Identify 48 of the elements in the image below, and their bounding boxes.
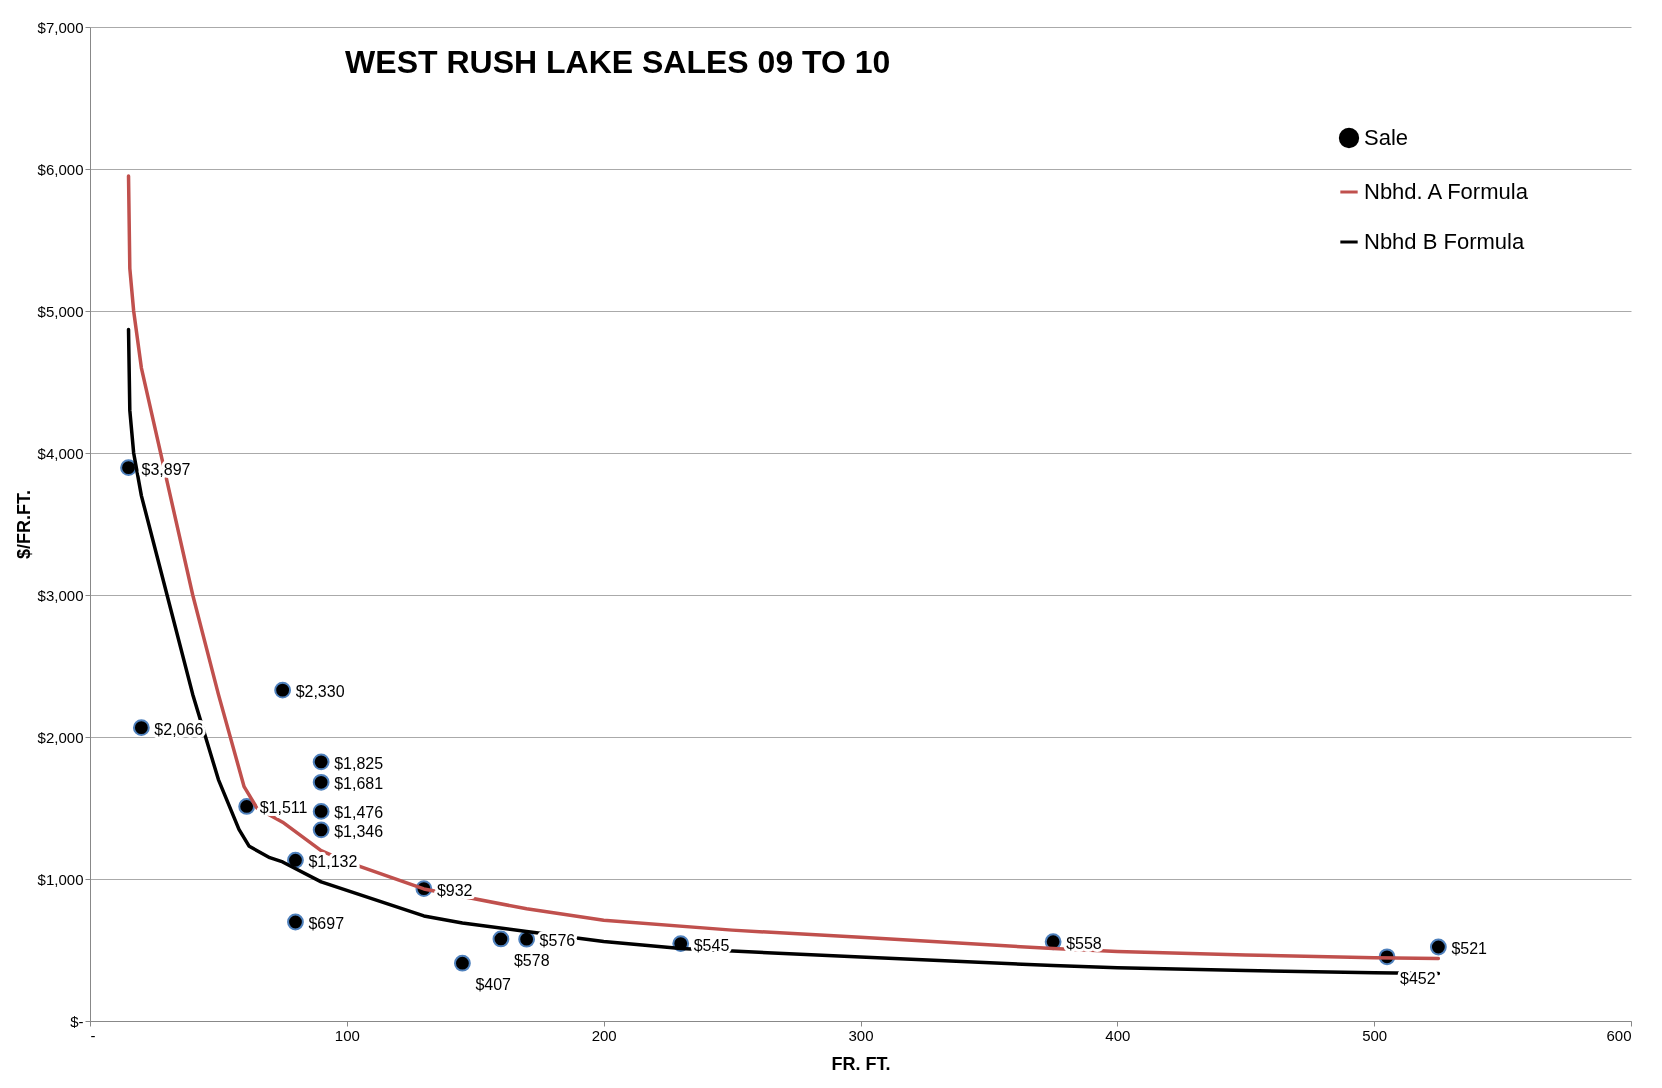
point: [287, 913, 304, 931]
point: [312, 753, 330, 771]
data-label: $2,066: [154, 720, 204, 738]
x-tick-label: 400: [1105, 1026, 1131, 1044]
data-label: $697: [308, 915, 345, 933]
y-tick-label: $-: [70, 1012, 84, 1030]
data-label: $2,330: [295, 683, 345, 701]
data-label: $1,511: [259, 799, 308, 817]
y-tick-label: $2,000: [37, 728, 84, 746]
y-tick-label: $1,000: [37, 870, 84, 888]
data-label: $1,476: [334, 804, 384, 822]
point: [518, 930, 536, 948]
x-tick-label: 300: [848, 1026, 874, 1044]
y-tick-label: $5,000: [37, 302, 84, 320]
data-label: $1,681: [334, 775, 384, 793]
y-tick-label: $7,000: [37, 18, 84, 36]
point: [312, 803, 330, 820]
data-label: $1,346: [334, 822, 384, 840]
legend-label: Nbhd B Formula: [1364, 229, 1525, 254]
point: [312, 773, 330, 791]
point: [1429, 938, 1447, 956]
x-tick-label: 500: [1362, 1026, 1388, 1044]
data-label: $576: [539, 932, 576, 950]
x-tick-label: 200: [591, 1026, 617, 1044]
y-tick-label: $6,000: [37, 160, 84, 178]
x-tick-label: 600: [1606, 1026, 1632, 1044]
point: [287, 851, 304, 869]
data-label: $558: [1066, 934, 1102, 952]
point: [132, 719, 150, 737]
point: [120, 459, 137, 477]
x-tick-label: -: [90, 1026, 96, 1044]
point: [312, 821, 330, 839]
x-tick-label: 100: [334, 1026, 360, 1044]
point: [274, 681, 292, 699]
x-axis-title: FR. FT.: [831, 1053, 891, 1074]
text: WEST RUSH LAKE SALES 09 TO 10: [345, 44, 891, 80]
y-tick-label: $4,000: [37, 444, 84, 462]
point: [238, 798, 256, 815]
data-label: $578: [513, 951, 550, 969]
y-axis-title: $/FR.FT.: [13, 489, 34, 560]
legend-label: Nbhd. A Formula: [1364, 179, 1529, 204]
data-label: $407: [475, 976, 512, 994]
point: [492, 930, 510, 948]
legend-label: Sale: [1364, 125, 1409, 150]
point: [453, 954, 471, 972]
data-label: $521: [1451, 940, 1488, 958]
y-tick-label: $3,000: [37, 586, 84, 604]
data-label: $1,825: [334, 754, 384, 772]
